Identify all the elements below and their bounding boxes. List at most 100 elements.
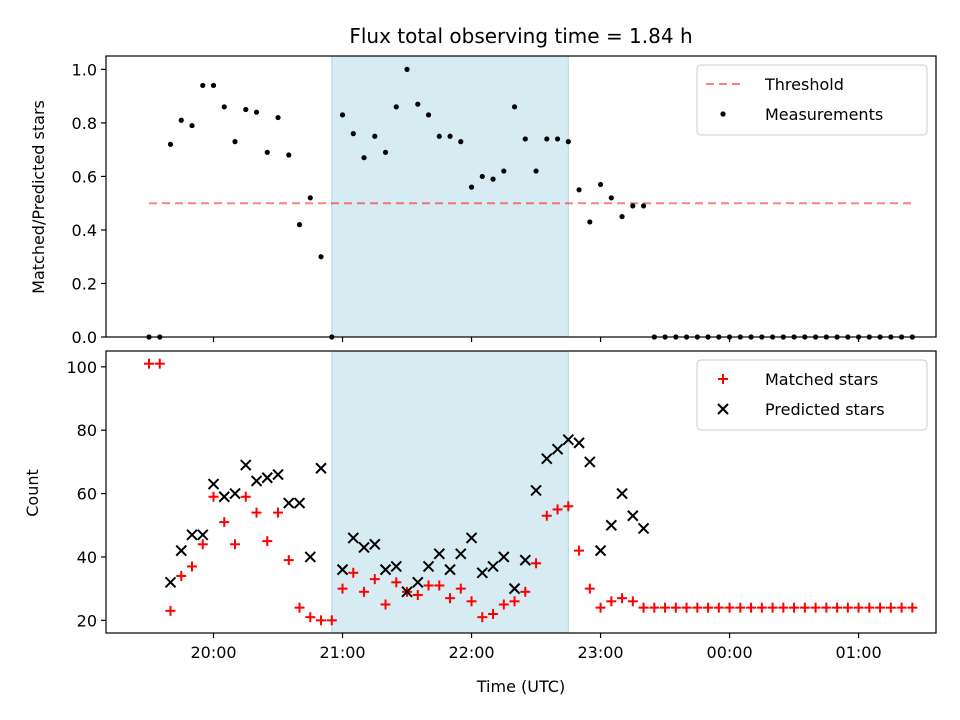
- matched-stars-point: [208, 491, 219, 502]
- measurement-point: [490, 176, 496, 182]
- predicted-stars-point-b: [207, 478, 220, 490]
- matched-stars-point: [488, 608, 499, 619]
- predicted-stars-point: [261, 472, 273, 484]
- matched-stars-point: [520, 586, 531, 597]
- matched-stars-point: [735, 602, 746, 613]
- measurement-point: [350, 131, 356, 137]
- predicted-stars-point-b: [551, 443, 564, 455]
- measurement-point: [200, 82, 206, 89]
- predicted-stars-point: [347, 532, 359, 544]
- predicted-stars-point-b: [218, 491, 230, 503]
- predicted-stars-point: [573, 437, 585, 449]
- bottom-observing-span: [331, 351, 569, 633]
- predicted-stars-point: [476, 567, 489, 579]
- matched-stars-point: [617, 593, 628, 604]
- predicted-stars-point-b: [476, 567, 489, 579]
- measurement-point: [221, 104, 227, 110]
- predicted-stars-point-b: [229, 487, 241, 500]
- predicted-stars-point: [487, 560, 499, 573]
- predicted-stars-point-b: [250, 475, 263, 487]
- matched-stars-point: [853, 602, 864, 613]
- predicted-stars-point-b: [519, 554, 532, 566]
- predicted-stars-point-b: [358, 541, 370, 554]
- measurement-point: [522, 136, 528, 142]
- matched-stars-point: [660, 602, 671, 613]
- top-y-tick-label: 0.8: [72, 114, 97, 133]
- predicted-stars-point: [594, 544, 607, 557]
- predicted-stars-point: [637, 522, 650, 535]
- matched-stars-point: [713, 602, 724, 613]
- bottom-x-tick-label: 21:00: [319, 643, 365, 662]
- top-y-tick-label: 0.6: [72, 167, 97, 186]
- predicted-stars-point: [186, 529, 198, 541]
- matched-stars-point: [240, 491, 251, 502]
- predicted-stars-point: [315, 462, 327, 474]
- measurement-point: [372, 133, 378, 139]
- measurement-point: [587, 219, 593, 225]
- matched-stars-point: [681, 602, 692, 613]
- bottom-legend-box: [696, 359, 928, 431]
- predicted-stars-point: [465, 532, 478, 544]
- matched-stars-point: [359, 586, 370, 597]
- predicted-stars-point: [390, 560, 402, 573]
- predicted-stars-point: [358, 541, 370, 554]
- measurement-point: [597, 181, 604, 188]
- predicted-stars-point-b: [401, 586, 413, 598]
- matched-stars-point: [767, 602, 778, 613]
- predicted-stars-point-b: [541, 453, 553, 465]
- measurement-point: [393, 104, 399, 110]
- measurement-point: [501, 168, 507, 174]
- bottom-y-tick-label: 100: [66, 358, 97, 377]
- measurement-point: [243, 106, 249, 113]
- predicted-stars-point-b: [347, 532, 359, 544]
- measurement-point: [565, 139, 571, 145]
- predicted-stars-point-b: [573, 437, 585, 449]
- bottom-x-tick-label: 20:00: [190, 643, 236, 662]
- matched-stars-point: [885, 602, 896, 613]
- top-legend-label: Threshold: [764, 75, 844, 94]
- bottom-y-axis-label: Count: [23, 469, 42, 517]
- top-legend-box: [696, 64, 928, 136]
- matched-stars-point: [262, 536, 273, 547]
- predicted-stars-point-b: [240, 459, 252, 471]
- predicted-stars-point: [250, 475, 263, 487]
- top-panel: 0.0 0.2 0.4 0.6 0.8 1.0 Threshold Measurements: [72, 55, 937, 347]
- predicted-stars-point-b: [369, 538, 381, 550]
- measurement-point: [511, 104, 518, 110]
- measurement-point: [619, 213, 625, 220]
- predicted-stars-point-b: [637, 522, 650, 535]
- measurement-point: [318, 254, 324, 260]
- measurement-point: [425, 112, 432, 118]
- matched-stars-point: [434, 580, 445, 591]
- predicted-stars-point: [369, 538, 381, 550]
- matched-stars-point: [703, 602, 714, 613]
- predicted-stars-point-b: [164, 576, 177, 589]
- matched-stars-point: [294, 602, 305, 613]
- predicted-stars-point: [304, 551, 316, 563]
- bottom-y-tick-label: 60: [77, 485, 97, 504]
- measurement-point: [339, 112, 346, 118]
- measurement-point: [178, 117, 184, 123]
- measurement-point: [415, 101, 421, 107]
- top-legend-label: Measurements: [765, 105, 883, 124]
- matched-stars-point: [251, 507, 262, 518]
- matched-stars-point: [455, 583, 466, 594]
- top-axes-frame: [105, 55, 937, 338]
- predicted-stars-point: [336, 563, 349, 576]
- predicted-stars-point: [412, 576, 424, 589]
- matched-stars-point: [842, 602, 853, 613]
- predicted-stars-point: [433, 548, 445, 560]
- matched-stars-point: [273, 507, 284, 518]
- legend-measurements-swatch: [720, 111, 726, 117]
- matched-stars-point: [509, 596, 520, 607]
- matched-stars-point: [391, 577, 402, 588]
- predicted-stars-point: [508, 582, 521, 595]
- predicted-stars-point: [240, 459, 252, 471]
- matched-stars-point: [756, 602, 767, 613]
- measurement-point: [576, 187, 582, 193]
- matched-stars-point: [326, 615, 337, 626]
- matched-stars-point: [283, 555, 294, 566]
- predicted-stars-point-b: [594, 544, 607, 557]
- predicted-stars-point-b: [584, 456, 596, 468]
- top-y-tick-label: 0.0: [72, 328, 97, 347]
